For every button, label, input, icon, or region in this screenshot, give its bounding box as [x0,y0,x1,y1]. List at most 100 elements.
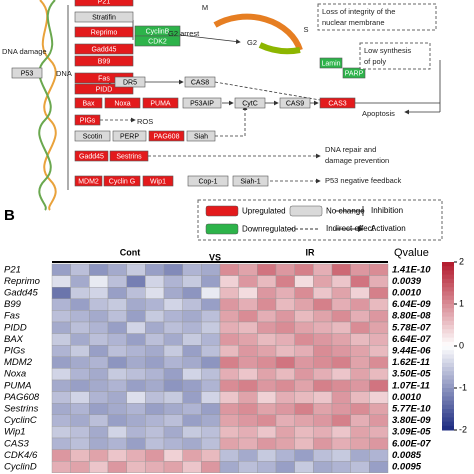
gene-label: Noxa [114,100,130,107]
heatmap-cell [182,345,202,358]
gene-box [74,43,134,55]
legend [197,199,443,241]
colorbar-tick-label: -2 [459,424,467,434]
heatmap-cell [238,437,258,450]
heatmap-cell [89,449,109,462]
colorbar-step [442,287,454,292]
heatmap-cell [145,426,165,439]
gene-label: Fas [98,75,110,82]
heatmap-cell [126,414,146,427]
heatmap-cell [70,298,90,311]
gene-label: CyclinB [146,28,170,35]
heatmap-cell [313,356,333,369]
heatmap-cell [331,414,351,427]
heatmap-cell [350,437,370,450]
heatmap-cell [163,368,183,381]
heatmap-cell [369,379,389,392]
gene-name: Reprimo [4,276,40,287]
heatmap-cell [238,263,258,276]
gene-box [74,150,109,162]
colorbar-step [442,400,454,406]
heatmap-cell [331,275,351,288]
heatmap-cell [182,368,202,381]
gene-label: CAS8 [191,79,209,86]
heatmap-cell [219,379,239,392]
colorbar-step [442,350,454,355]
heatmap-cell [70,414,90,427]
heatmap-cell [313,275,333,288]
heatmap-cell [369,391,389,404]
heatmap-cell [89,345,109,358]
heatmap-cell [313,437,333,450]
heatmap-cell [257,275,277,288]
diagram-text: DNA repair and [325,145,376,154]
heatmap-cell [331,437,351,450]
gene-name: CAS3 [4,438,30,449]
heatmap-cell [331,391,351,404]
heatmap-cell [313,461,333,474]
heatmap-cell [238,368,258,381]
heatmap-cell [275,449,295,462]
heatmap-cell [219,356,239,369]
colorbar-step [442,409,454,414]
heatmap-cell [275,275,295,288]
heatmap-cell [182,449,202,462]
gene-name: PIDD [4,322,27,333]
gene-box [114,76,146,88]
heatmap-cell [294,333,314,346]
colorbar-step [442,308,454,313]
heatmap-cell [89,403,109,416]
heatmap-cell [126,403,146,416]
heatmap-cell [89,414,109,427]
heatmap-cell [51,356,71,369]
heatmap-cell [219,287,239,300]
heatmap-cell [350,368,370,381]
heatmap-cell [201,356,221,369]
colorbar-step [442,346,454,351]
heatmap-cell [107,275,127,288]
heatmap-cell [51,263,71,276]
heatmap-cell [275,437,295,450]
heatmap-cell [182,310,202,323]
heatmap-cell [145,461,165,474]
heatmap-cell [331,449,351,462]
heatmap-cell [70,321,90,334]
heatmap-cell [201,449,221,462]
heatmap-cell [51,287,71,300]
heatmap-cell [163,414,183,427]
gene-label: Bax [82,100,95,107]
heatmap-cell [350,263,370,276]
gene-label: PIGs [80,117,96,124]
diagram-text: M [202,3,208,12]
heatmap-cell [107,345,127,358]
heatmap-cell [369,275,389,288]
heatmap-cell [126,263,146,276]
colorbar-step [442,274,454,280]
legend-label: Inhibition [371,206,403,215]
colorbar-step [442,425,454,431]
heatmap-cell [107,414,127,427]
colorbar-step [442,341,454,347]
heatmap-cell [145,310,165,323]
heatmap-cell [107,333,127,346]
legend-label: No change [326,207,365,216]
heatmap-cell [51,379,71,392]
heatmap-cell [350,275,370,288]
heatmap-cell [163,437,183,450]
heatmap-cell [331,379,351,392]
heatmap-cell [70,391,90,404]
heatmap-cell [182,263,202,276]
diagram-text: nuclear membrane [322,18,385,27]
heatmap-cell [294,391,314,404]
heatmap-cell [70,263,90,276]
qvalue: 3.50E-05 [392,369,431,380]
colorbar-step [442,413,454,418]
qvalue: 9.44E-06 [392,346,431,357]
heatmap-cell [163,449,183,462]
heatmap-cell [275,426,295,439]
heatmap-cell [163,391,183,404]
heatmap-cell [313,333,333,346]
heatmap-cell [51,403,71,416]
heatmap-cell [89,298,109,311]
heatmap-cell [107,298,127,311]
